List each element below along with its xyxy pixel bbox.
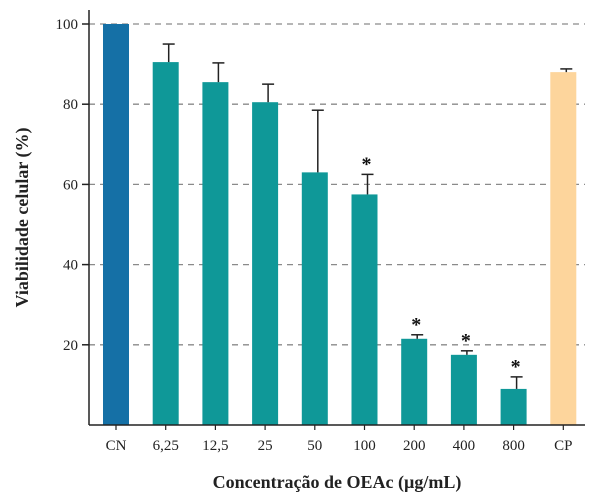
bar-200 (401, 338, 428, 425)
bar-CN (103, 24, 129, 425)
x-tick-label-12,5: 12,5 (202, 438, 228, 454)
bar-50 (301, 172, 328, 425)
y-tick-label: 100 (56, 17, 79, 33)
error-bars (162, 43, 573, 389)
x-tick-label-400: 400 (453, 438, 476, 454)
x-tick-label-50: 50 (307, 438, 322, 454)
x-tick-label-6,25: 6,25 (153, 438, 179, 454)
x-ticks: CN 6,25 12,5 25 50 100 200 400 800 CP (106, 425, 572, 454)
bar-400 (450, 354, 477, 425)
bar-800 (500, 388, 527, 425)
bar-CP (550, 72, 577, 426)
x-tick-label-CP: CP (554, 438, 572, 454)
x-tick-label-CN: CN (106, 438, 127, 454)
x-tick-label-800: 800 (502, 438, 525, 454)
significance-star-800: * (511, 356, 521, 378)
x-axis-title: Concentração de OEAc (µg/mL) (213, 472, 462, 493)
bar-6,25 (152, 62, 179, 425)
bars (103, 24, 577, 426)
y-tick-label: 80 (63, 97, 78, 113)
y-tick-label: 20 (63, 338, 78, 354)
bar-100 (351, 194, 378, 425)
x-tick-label-25: 25 (258, 438, 273, 454)
significance-markers: * * * * (362, 153, 521, 378)
y-tick-label: 60 (63, 177, 78, 193)
y-ticks: 20 40 60 80 100 (56, 17, 89, 354)
y-axis-title: Viabilidade celular (%) (12, 127, 33, 307)
significance-star-400: * (461, 330, 471, 352)
x-tick-label-100: 100 (353, 438, 376, 454)
x-tick-label-200: 200 (403, 438, 426, 454)
significance-star-200: * (411, 314, 421, 336)
y-tick-label: 40 (63, 258, 78, 274)
bar-12,5 (202, 82, 229, 426)
significance-star-100: * (362, 153, 372, 175)
bar-25 (252, 102, 279, 425)
